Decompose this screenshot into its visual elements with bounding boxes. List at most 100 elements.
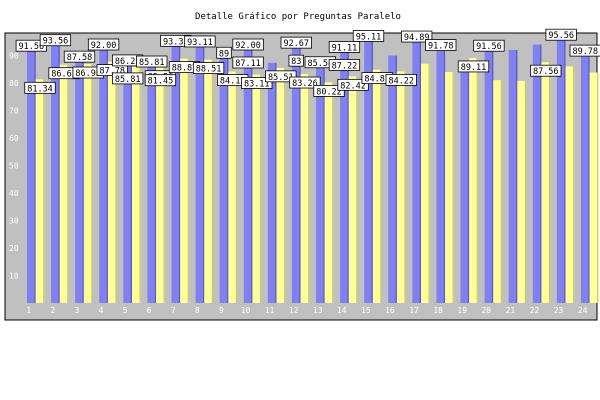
data-label: 91.11 [328,41,361,53]
data-label-text: 86.65 [51,70,77,80]
bar-8-series-1 [195,46,205,303]
data-label-box [232,56,264,69]
data-label-text: 87.56 [533,67,559,77]
data-label: 92.00 [232,38,264,51]
x-tick-label: 6 [147,306,152,315]
bar-24-series-1 [580,56,590,304]
data-label: 92.00 [87,38,120,51]
x-tick-label: 2 [50,306,55,315]
data-label: 83 [288,54,304,67]
data-label-text: 80.22 [316,87,342,97]
data-label-box [63,50,96,63]
data-label: 87.22 [328,59,361,71]
data-label-text: 82.42 [340,81,366,91]
bar-edge [323,67,325,303]
y-tick-label: 30 [9,217,19,226]
bar-10-series-1 [243,50,253,303]
data-label-box [337,78,369,91]
data-label: 85.51 [265,70,297,83]
data-label-box [112,72,144,85]
data-label: 84.22 [385,73,417,86]
bar-edge [130,65,133,304]
bar-22-series-2 [541,62,551,304]
bar-edge [540,44,542,303]
data-label-box [569,44,600,57]
bar-edge [203,46,205,303]
data-label-text: 87.78 [99,67,125,77]
data-label-text: 91.56 [476,42,502,52]
data-label-box [545,28,577,41]
data-label: 85.81 [136,55,168,68]
data-label-box [136,55,168,68]
x-tick-label: 5 [123,306,128,315]
bar-edge [347,52,349,304]
bar-20-series-2 [493,80,502,303]
x-tick-label: 16 [385,306,395,315]
bar-edge [572,66,575,303]
x-tick-label: 18 [433,306,443,315]
x-tick-label: 13 [313,306,323,315]
bar-edge [492,51,494,304]
y-tick-label: 40 [9,189,19,198]
data-label: 87.58 [63,50,96,63]
y-tick-label: 50 [9,162,19,171]
data-label-text: 85.54 [308,59,334,69]
bar-edge [235,71,238,304]
x-tick-label: 12 [289,306,299,315]
data-label-box [265,70,297,83]
data-label: 81.45 [144,74,177,87]
data-label-box [184,35,216,48]
data-label: 93.11 [184,35,216,48]
bar-19-series-2 [469,57,478,304]
bar-11-series-1 [267,62,277,303]
bar-9-series-1 [219,58,229,303]
x-tick-label: 1 [26,306,31,315]
data-label: 85.81 [112,72,144,85]
data-label-text: 93.56 [43,37,69,47]
bar-14-series-1 [340,52,349,304]
data-label: 95.11 [352,30,385,42]
bar-edge [395,55,397,303]
data-label-text: 95.56 [548,31,574,41]
y-tick-label: 90 [9,52,19,61]
data-label-text: 84.87 [364,75,390,85]
data-label-text: 95.11 [356,32,382,42]
data-label-text: 94.89 [404,33,430,43]
x-tick-label: 21 [506,306,516,315]
data-label: 89.11 [457,60,490,73]
y-tick-label: 60 [9,134,19,143]
bar-2-series-2 [59,64,69,304]
bar-edge [251,50,253,303]
data-label-box [289,76,321,89]
data-label-box [280,36,312,49]
data-label-box [216,46,232,59]
data-label-text: 84.22 [388,76,414,86]
bar-edge [67,64,69,304]
bar-4-series-2 [107,61,117,304]
bar-edge [299,48,301,303]
data-label-text: 85.51 [268,73,294,83]
bar-edge [163,67,165,304]
y-axis: 10 20 30 40 50 60 70 80 90 [9,52,19,281]
data-label-text: 89.78 [572,47,598,57]
x-tick-label: 19 [457,306,467,315]
bar-11-series-2 [276,67,286,303]
bar-edge [564,40,566,304]
data-label-text: 83.11 [244,79,270,89]
bar-edge [34,51,36,304]
x-tick-label: 17 [409,306,419,315]
data-label-text: 88.87 [172,64,198,74]
data-label-box [457,60,490,73]
bar-edge [371,41,373,303]
x-tick-label: 10 [241,306,251,315]
data-label-box [192,62,225,74]
data-label-text: 91.11 [332,43,358,53]
x-axis: 1 2 3 4 5 6 7 8 9 10 11 12 13 14 15 16 17 18 19 20 21 22 23 24 [26,306,587,315]
data-label: 94.89 [401,30,433,43]
bar-22-series-1 [532,44,542,303]
data-label-box [144,74,177,87]
bar-12-series-1 [291,48,301,303]
data-label-text: 87.11 [235,59,261,69]
data-label-text: 92.00 [91,41,117,51]
data-label-box [401,30,433,43]
